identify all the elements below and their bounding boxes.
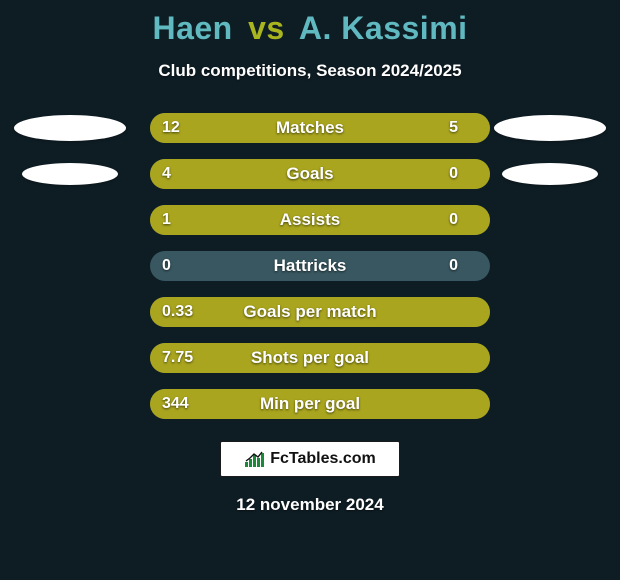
value-right: 0 bbox=[449, 205, 458, 235]
title-player2: A. Kassimi bbox=[299, 10, 468, 46]
fctables-logo[interactable]: FcTables.com bbox=[220, 441, 400, 477]
subtitle: Club competitions, Season 2024/2025 bbox=[0, 61, 620, 81]
club-badge-left bbox=[10, 113, 130, 143]
club-badge-right bbox=[490, 159, 610, 189]
stat-track bbox=[150, 113, 490, 143]
value-left: 344 bbox=[162, 389, 189, 419]
stat-row: 10Assists bbox=[10, 205, 610, 235]
footer-date: 12 november 2024 bbox=[0, 495, 620, 515]
stat-row: 00Hattricks bbox=[10, 251, 610, 281]
value-left: 0.33 bbox=[162, 297, 193, 327]
fill-left bbox=[150, 159, 415, 189]
stat-row: 125Matches bbox=[10, 113, 610, 143]
bars-icon bbox=[244, 450, 266, 468]
stat-track bbox=[150, 205, 490, 235]
value-left: 7.75 bbox=[162, 343, 193, 373]
stat-row: 40Goals bbox=[10, 159, 610, 189]
stats-list: 125Matches40Goals10Assists00Hattricks0.3… bbox=[0, 113, 620, 419]
stat-track bbox=[150, 389, 490, 419]
stat-row: 344Min per goal bbox=[10, 389, 610, 419]
value-right: 0 bbox=[449, 251, 458, 281]
value-left: 1 bbox=[162, 205, 171, 235]
fill-right bbox=[381, 113, 490, 143]
fill-left bbox=[150, 389, 490, 419]
club-badge-left bbox=[10, 159, 130, 189]
stat-track bbox=[150, 159, 490, 189]
stat-row: 0.33Goals per match bbox=[10, 297, 610, 327]
fill-left bbox=[150, 343, 490, 373]
stat-row: 7.75Shots per goal bbox=[10, 343, 610, 373]
stat-track bbox=[150, 297, 490, 327]
value-left: 0 bbox=[162, 251, 171, 281]
title-player1: Haen bbox=[152, 10, 232, 46]
value-left: 12 bbox=[162, 113, 180, 143]
stat-track bbox=[150, 251, 490, 281]
stat-track bbox=[150, 343, 490, 373]
fill-left bbox=[150, 113, 381, 143]
club-badge-right bbox=[490, 113, 610, 143]
title-vs: vs bbox=[248, 10, 285, 46]
value-left: 4 bbox=[162, 159, 171, 189]
comparison-card: Haen vs A. Kassimi Club competitions, Se… bbox=[0, 0, 620, 580]
fill-left bbox=[150, 297, 490, 327]
value-right: 5 bbox=[449, 113, 458, 143]
page-title: Haen vs A. Kassimi bbox=[0, 10, 620, 47]
fill-left bbox=[150, 205, 415, 235]
logo-text: FcTables.com bbox=[270, 450, 376, 468]
value-right: 0 bbox=[449, 159, 458, 189]
